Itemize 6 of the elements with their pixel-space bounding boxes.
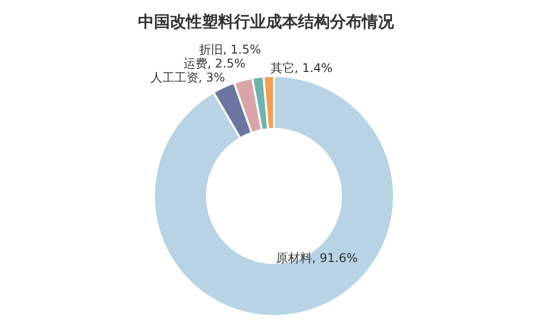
chart-title: 中国改性塑料行业成本结构分布情况	[138, 12, 395, 31]
slice-label: 运费, 2.5%	[183, 56, 246, 71]
slice-label: 折旧, 1.5%	[198, 42, 262, 57]
slice-label: 其它, 1.4%	[270, 61, 333, 76]
slice-label: 原材料, 91.6%	[276, 251, 358, 265]
slice-label: 人工工资, 3%	[150, 70, 226, 85]
